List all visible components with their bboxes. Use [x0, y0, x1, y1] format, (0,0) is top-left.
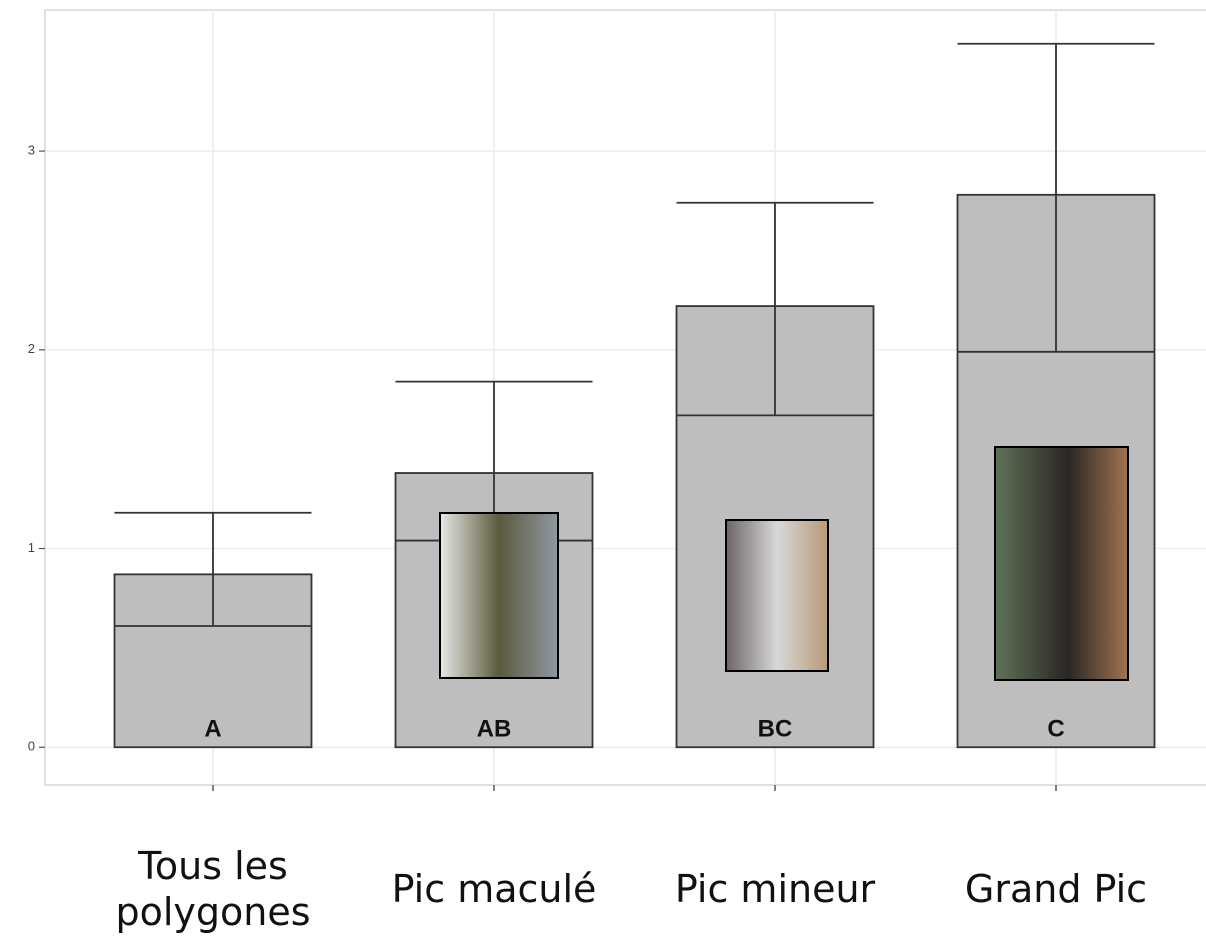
- y-tick-label: 1: [28, 540, 35, 555]
- x-tick-label: Pic maculé: [391, 867, 597, 912]
- y-tick-label: 2: [28, 341, 35, 356]
- group-letter: AB: [477, 716, 512, 743]
- x-tick-label: Grand Pic: [964, 867, 1148, 912]
- bird-photo: [725, 519, 829, 672]
- group-letter: BC: [758, 716, 793, 743]
- y-tick-label: 0: [28, 739, 35, 754]
- x-tick-label: Tous les polygones: [115, 844, 311, 934]
- y-tick-label: 3: [28, 143, 35, 158]
- group-letter: C: [1047, 716, 1064, 743]
- bird-photo: [994, 446, 1129, 681]
- x-tick-label: Pic mineur: [674, 867, 876, 912]
- photos: [439, 446, 1129, 681]
- bird-photo: [439, 512, 559, 679]
- group-letter: A: [204, 716, 221, 743]
